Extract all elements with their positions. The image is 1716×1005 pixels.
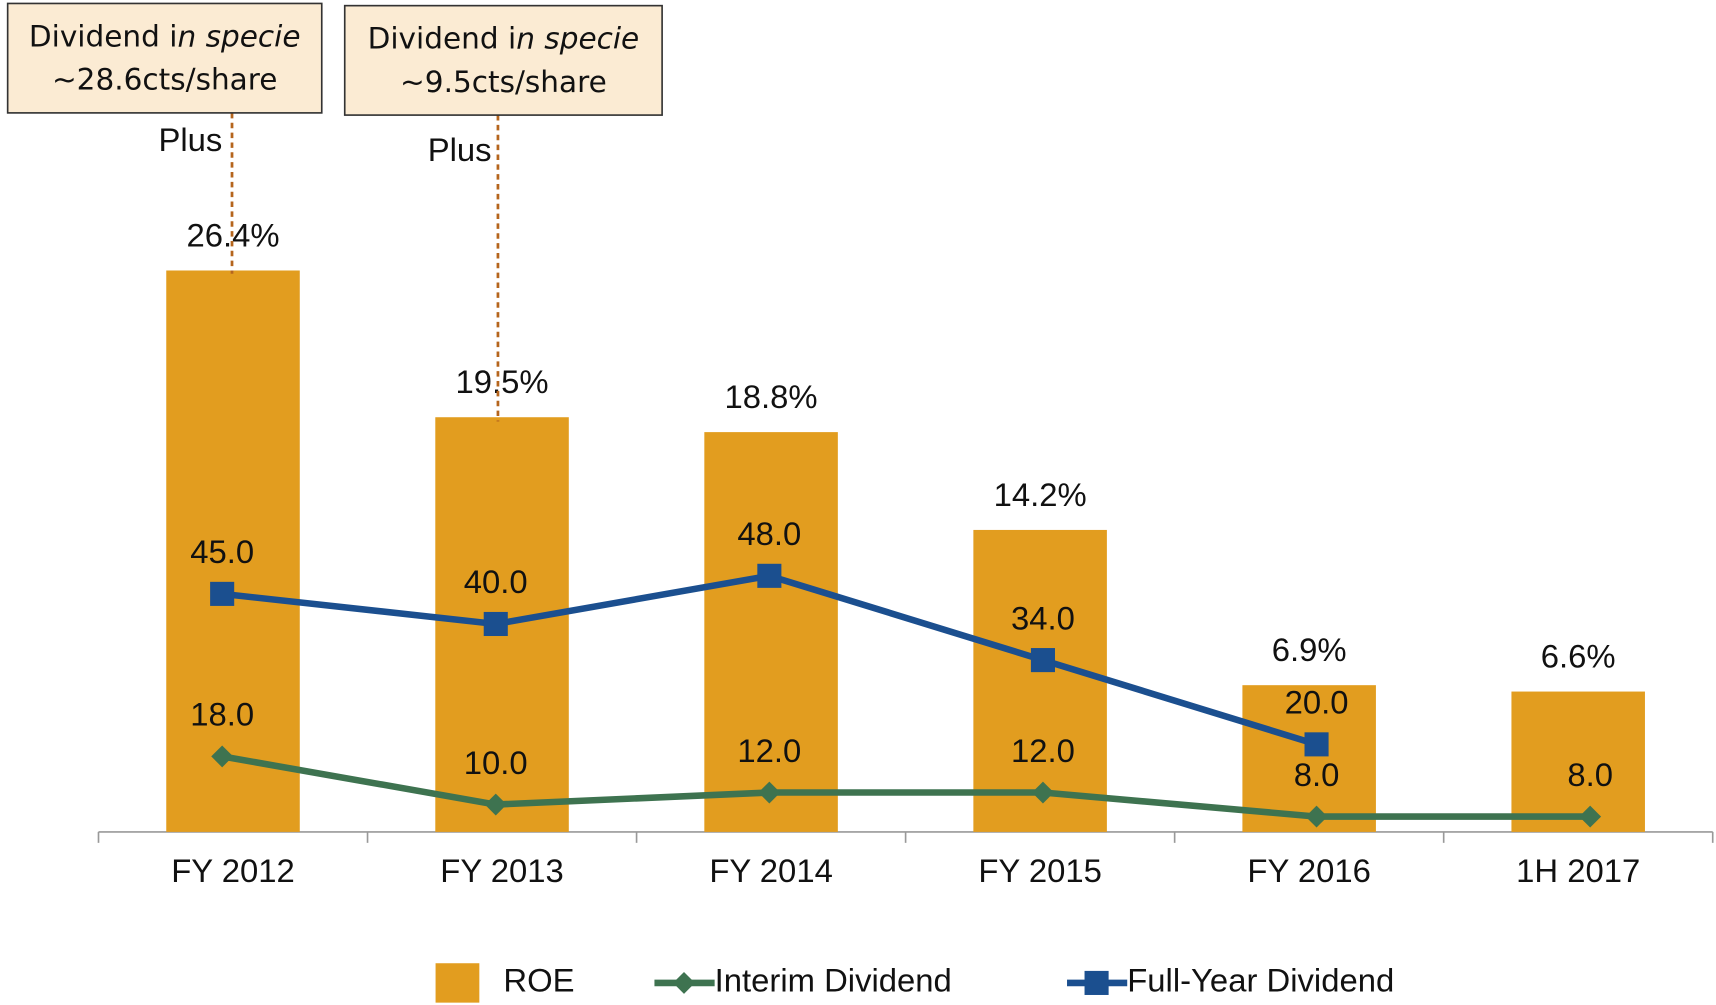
line-value-label: 48.0	[737, 515, 801, 552]
bar-value-label: 6.6%	[1541, 637, 1616, 674]
annotation-amount: ~9.5cts/share	[400, 65, 607, 99]
annotation-text: Dividend i	[29, 19, 178, 53]
annotation-text: Dividend i	[368, 21, 517, 55]
annotation-note: Plus	[428, 131, 492, 168]
line	[221, 753, 1591, 820]
marker	[757, 563, 782, 588]
line-value-label: 20.0	[1285, 684, 1349, 721]
annotation-box	[6, 2, 323, 114]
bar	[1242, 685, 1376, 832]
x-tick-label: 1H 2017	[1516, 852, 1640, 889]
line-value-label: 10.0	[464, 744, 528, 781]
legend-label: ROE	[503, 962, 574, 999]
x-tick-label: FY 2015	[978, 852, 1102, 889]
line-value-label: 40.0	[464, 563, 528, 600]
legend-marker	[673, 971, 695, 994]
line-value-label: 8.0	[1294, 756, 1340, 793]
bar-value-label: 19.5%	[456, 363, 549, 400]
annotation-title: Dividend in specie	[29, 19, 301, 53]
annotation-note: Plus	[158, 121, 222, 158]
x-tick-label: FY 2016	[1247, 852, 1371, 889]
x-tick-label: FY 2012	[171, 852, 295, 889]
legend-label: Interim Dividend	[715, 962, 952, 999]
marker	[1030, 648, 1055, 673]
annotation-text-italic: n specie	[177, 19, 300, 53]
line-value-label: 34.0	[1011, 599, 1075, 636]
line-value-label: 8.0	[1567, 756, 1613, 793]
bar	[973, 529, 1107, 832]
bar	[166, 270, 300, 832]
bar-value-label: 14.2%	[994, 476, 1087, 513]
legend-label: Full-Year Dividend	[1127, 962, 1394, 999]
x-tick-label: FY 2013	[440, 852, 564, 889]
marker	[210, 581, 235, 606]
annotation-box	[343, 4, 663, 116]
line-value-label: 12.0	[1011, 732, 1075, 769]
line-value-label: 12.0	[737, 732, 801, 769]
bar-value-label: 6.9%	[1272, 631, 1347, 668]
bar-value-label: 18.8%	[725, 378, 818, 415]
marker	[483, 611, 508, 637]
line-value-label: 45.0	[190, 533, 254, 570]
bar	[1511, 691, 1645, 832]
legend-marker	[1084, 970, 1109, 995]
bar	[704, 432, 838, 832]
marker	[1304, 732, 1329, 757]
legend-swatch	[435, 963, 480, 1003]
line-value-label: 18.0	[190, 696, 254, 733]
annotation-amount: ~28.6cts/share	[52, 63, 278, 97]
annotation-text-italic: n specie	[516, 21, 639, 55]
annotation-title: Dividend in specie	[368, 21, 640, 55]
x-tick-label: FY 2014	[709, 852, 833, 889]
